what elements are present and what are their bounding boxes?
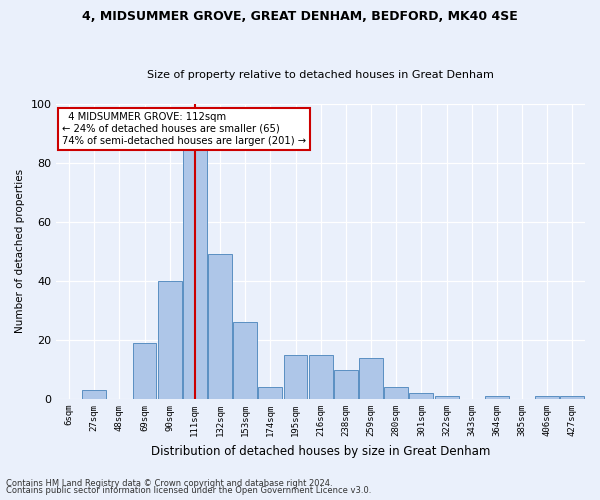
Bar	[535, 396, 559, 399]
Bar	[309, 354, 332, 399]
Bar	[208, 254, 232, 399]
Text: 4, MIDSUMMER GROVE, GREAT DENHAM, BEDFORD, MK40 4SE: 4, MIDSUMMER GROVE, GREAT DENHAM, BEDFOR…	[82, 10, 518, 23]
Text: Contains public sector information licensed under the Open Government Licence v3: Contains public sector information licen…	[6, 486, 371, 495]
Bar	[133, 343, 157, 399]
Bar	[334, 370, 358, 399]
Bar	[434, 396, 458, 399]
Text: Contains HM Land Registry data © Crown copyright and database right 2024.: Contains HM Land Registry data © Crown c…	[6, 478, 332, 488]
Title: Size of property relative to detached houses in Great Denham: Size of property relative to detached ho…	[147, 70, 494, 81]
Bar	[384, 387, 408, 399]
X-axis label: Distribution of detached houses by size in Great Denham: Distribution of detached houses by size …	[151, 444, 490, 458]
Y-axis label: Number of detached properties: Number of detached properties	[15, 169, 25, 334]
Bar	[183, 148, 207, 399]
Bar	[485, 396, 509, 399]
Bar	[158, 281, 182, 399]
Bar	[259, 387, 283, 399]
Bar	[359, 358, 383, 399]
Text: 4 MIDSUMMER GROVE: 112sqm
← 24% of detached houses are smaller (65)
74% of semi-: 4 MIDSUMMER GROVE: 112sqm ← 24% of detac…	[62, 112, 306, 146]
Bar	[284, 354, 307, 399]
Bar	[233, 322, 257, 399]
Bar	[409, 393, 433, 399]
Bar	[560, 396, 584, 399]
Bar	[82, 390, 106, 399]
